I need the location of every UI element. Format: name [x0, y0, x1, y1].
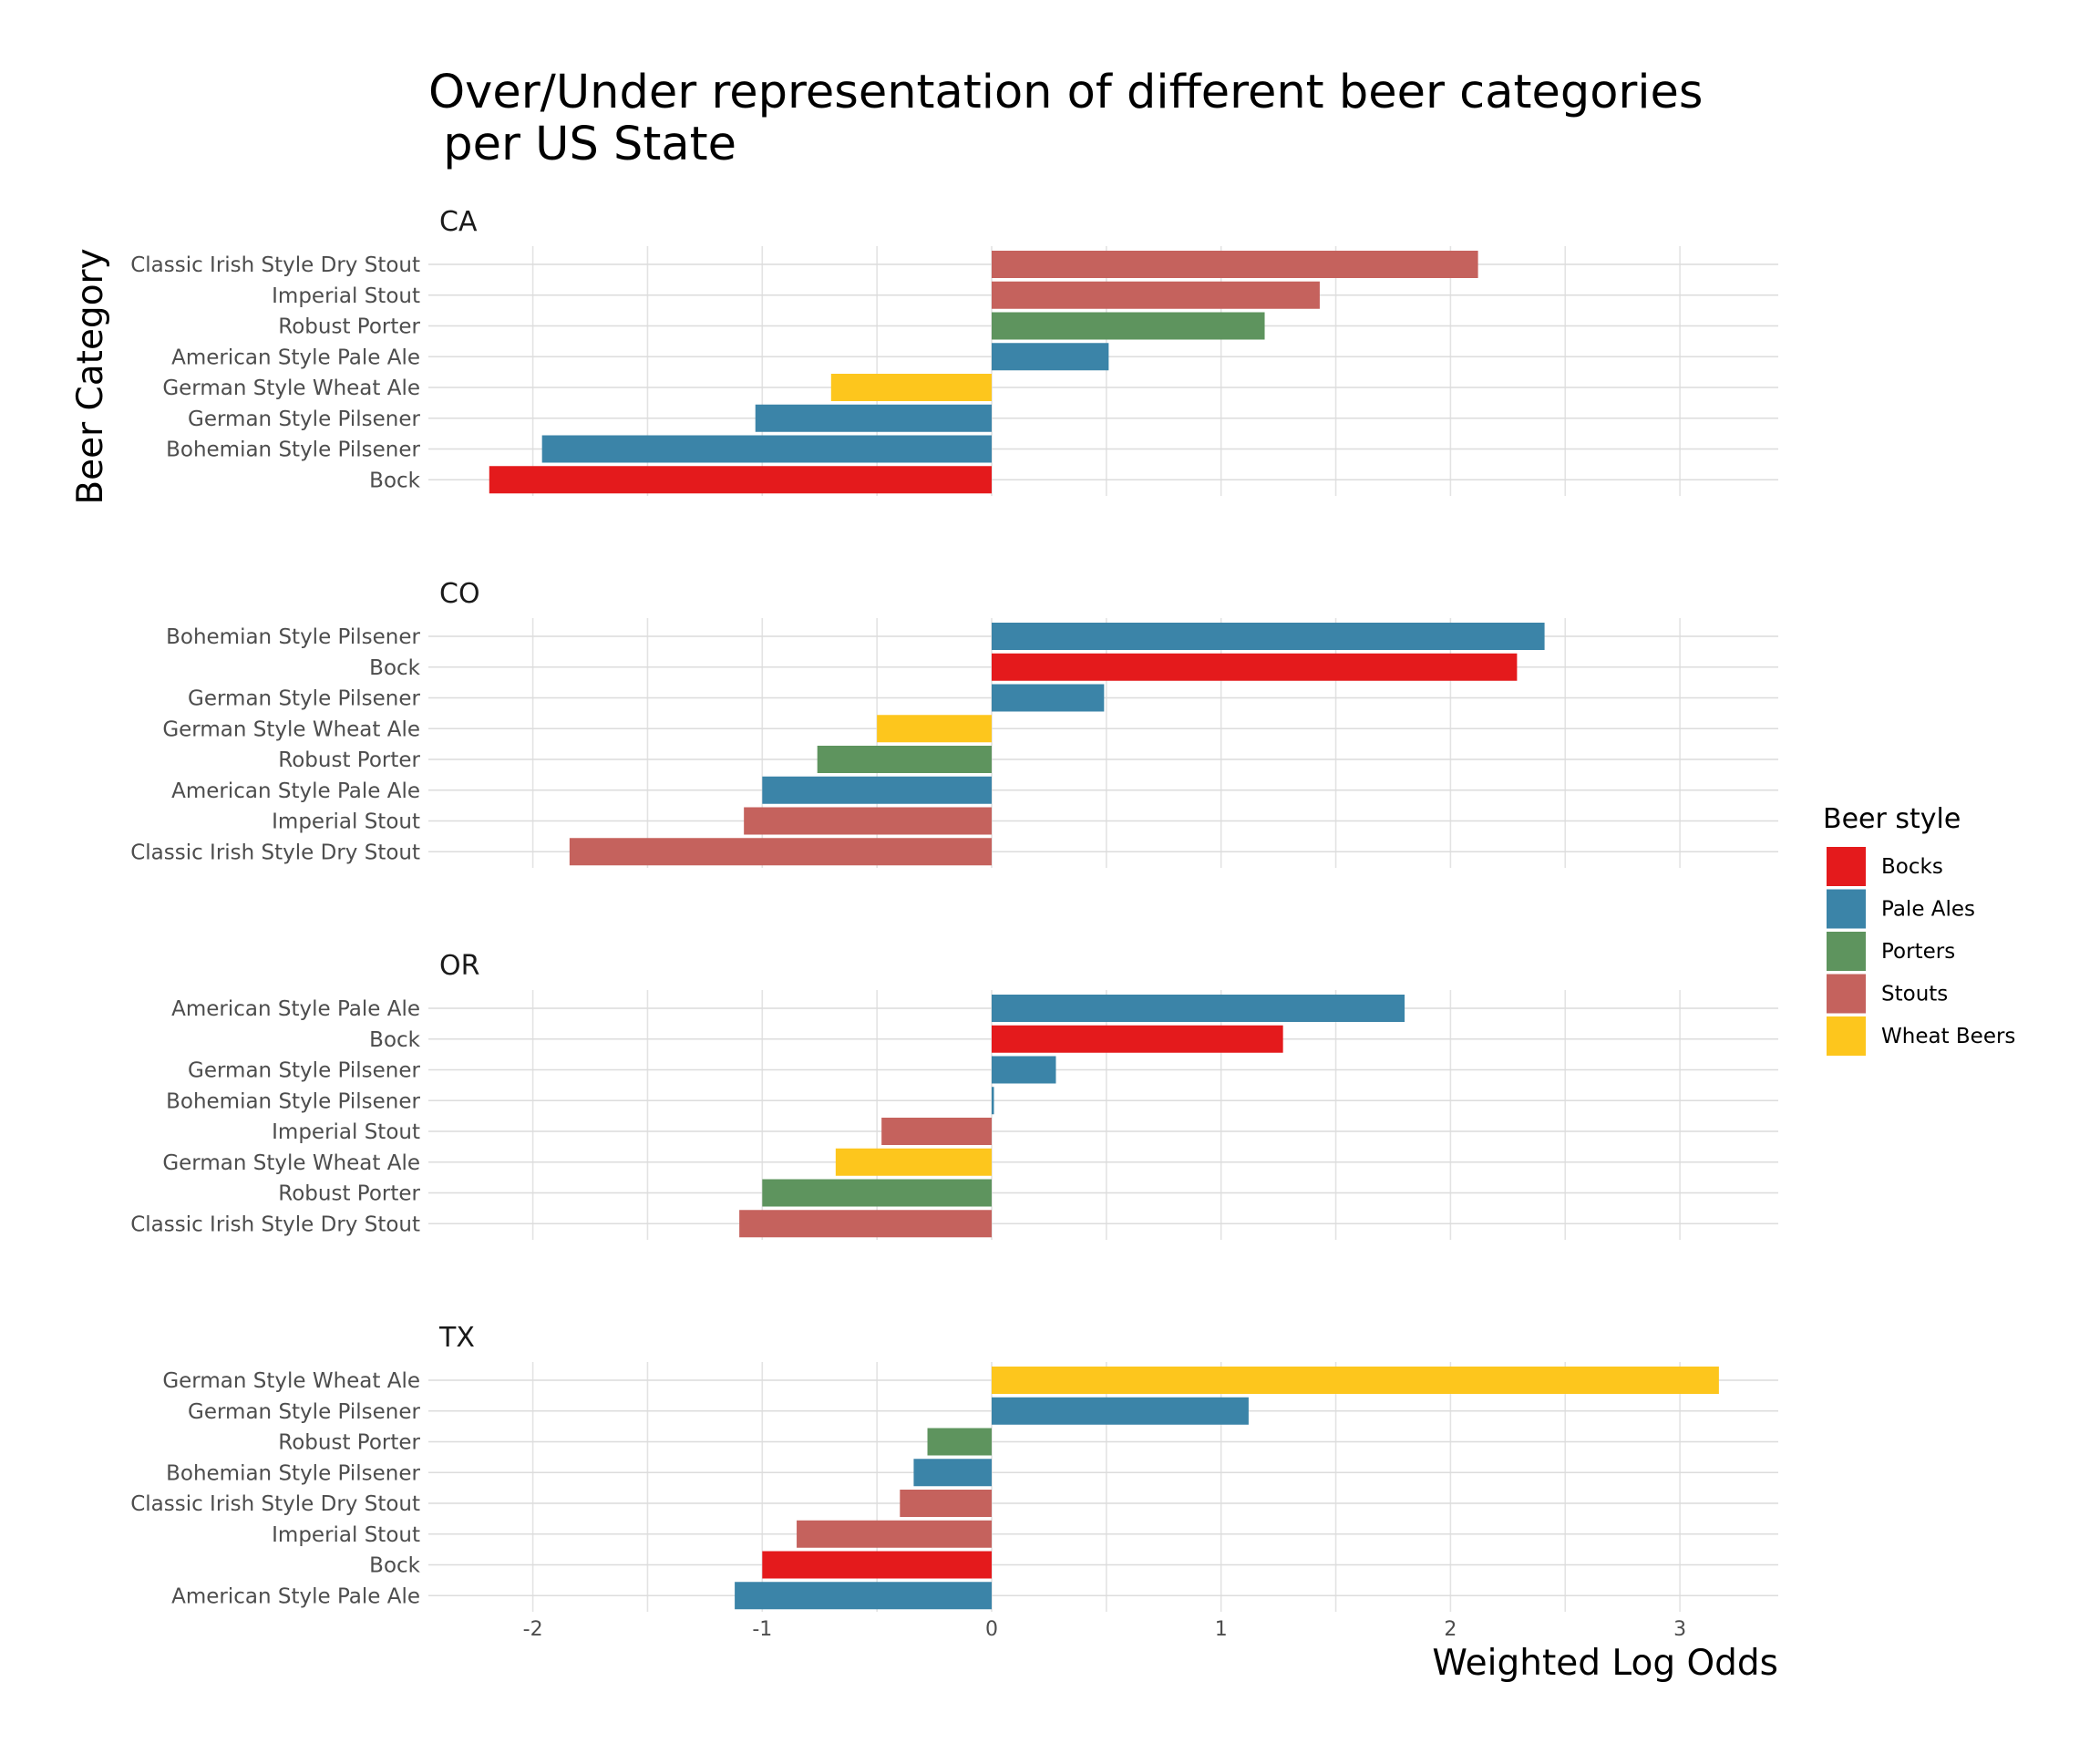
category-label: German Style Wheat Ale	[162, 1151, 420, 1175]
category-label: American Style Pale Ale	[171, 779, 420, 803]
bar	[992, 312, 1265, 340]
category-label: Bohemian Style Pilsener	[166, 1089, 420, 1113]
category-label: American Style Pale Ale	[171, 997, 420, 1021]
panel-label: CA	[439, 206, 478, 238]
category-label: German Style Pilsener	[188, 687, 420, 711]
bar	[762, 1551, 992, 1579]
bar	[992, 343, 1109, 371]
category-label: Imperial Stout	[272, 1523, 420, 1547]
x-tick-label: 1	[1215, 1618, 1228, 1641]
bar	[900, 1490, 992, 1517]
category-label: Imperial Stout	[272, 1120, 420, 1144]
bar	[992, 1087, 994, 1115]
bar	[744, 807, 992, 835]
bar	[489, 466, 992, 494]
bar	[992, 251, 1478, 278]
bar	[755, 404, 992, 432]
bar	[992, 1367, 1719, 1394]
category-label: German Style Pilsener	[188, 1059, 420, 1083]
bar	[992, 1025, 1283, 1053]
bar	[992, 281, 1320, 309]
bar	[992, 995, 1405, 1022]
category-label: American Style Pale Ale	[171, 346, 420, 369]
panels-group: CA Classic Irish Style Dry Stout Imperial …	[130, 206, 1778, 1612]
bar	[992, 623, 1545, 650]
bar	[817, 746, 992, 773]
panel-ca: CA Classic Irish Style Dry Stout Imperial …	[130, 206, 1778, 496]
bar	[835, 1148, 992, 1176]
bar	[927, 1428, 992, 1456]
x-tick-label: 2	[1444, 1618, 1457, 1641]
category-label: American Style Pale Ale	[171, 1584, 420, 1608]
bar	[569, 838, 992, 866]
legend-swatch	[1827, 847, 1866, 886]
category-label: Bock	[369, 469, 420, 492]
category-label: Robust Porter	[278, 1182, 420, 1206]
panel-label: CO	[439, 578, 480, 610]
category-label: Bock	[369, 1554, 420, 1578]
category-label: Imperial Stout	[272, 284, 420, 308]
x-tick-label: -2	[523, 1618, 543, 1641]
bar	[735, 1582, 992, 1610]
x-tick-label: 0	[985, 1618, 998, 1641]
category-label: Robust Porter	[278, 315, 420, 339]
panel-label: OR	[439, 950, 479, 982]
legend-swatch	[1827, 974, 1866, 1014]
panel-or: OR American Style Pale Ale Bock German Styl…	[130, 950, 1778, 1240]
bar	[877, 715, 992, 743]
category-label: German Style Wheat Ale	[162, 1369, 420, 1393]
x-tick-label: 3	[1673, 1618, 1686, 1641]
category-label: Classic Irish Style Dry Stout	[130, 1492, 420, 1516]
x-tick-label: -1	[752, 1618, 772, 1641]
category-label: Classic Irish Style Dry Stout	[130, 253, 420, 277]
legend-swatch	[1827, 1016, 1866, 1056]
bar	[992, 653, 1518, 681]
category-label: Robust Porter	[278, 748, 420, 772]
panel-label: TX	[438, 1322, 475, 1354]
bar	[992, 684, 1105, 712]
category-label: German Style Wheat Ale	[162, 717, 420, 741]
x-axis-title: Weighted Log Odds	[1432, 1643, 1778, 1684]
bar	[797, 1520, 992, 1548]
legend-swatch	[1827, 932, 1866, 971]
bar	[913, 1459, 992, 1487]
category-label: Bohemian Style Pilsener	[166, 625, 420, 649]
legend-label: Pale Ales	[1881, 898, 1975, 922]
bar	[992, 1056, 1056, 1084]
category-label: Bohemian Style Pilsener	[166, 1461, 420, 1485]
legend-label: Bocks	[1881, 855, 1943, 879]
panel-co: CO Bohemian Style Pilsener Bock German Styl…	[130, 578, 1778, 868]
bar	[541, 435, 992, 463]
category-label: German Style Wheat Ale	[162, 377, 420, 400]
category-label: German Style Pilsener	[188, 1400, 420, 1424]
bar	[830, 374, 992, 401]
category-label: German Style Pilsener	[188, 408, 420, 431]
bar	[739, 1210, 992, 1238]
category-label: Bohemian Style Pilsener	[166, 438, 420, 462]
panel-tx: TX German Style Wheat Ale German Style Pil…	[130, 1322, 1778, 1612]
legend-title: Beer style	[1823, 803, 1961, 835]
chart-title-line-2: per US State	[428, 118, 736, 171]
category-label: Classic Irish Style Dry Stout	[130, 841, 420, 864]
legend-label: Stouts	[1881, 983, 1948, 1006]
category-label: Robust Porter	[278, 1431, 420, 1455]
legend-label: Porters	[1881, 940, 1955, 964]
bar	[992, 1397, 1249, 1425]
bar	[881, 1118, 992, 1145]
chart-title-line-1: Over/Under representation of different b…	[428, 66, 1704, 119]
category-label: Imperial Stout	[272, 810, 420, 834]
legend-swatch	[1827, 889, 1866, 929]
legend-label: Wheat Beers	[1881, 1025, 2015, 1048]
bar	[762, 776, 992, 804]
bar	[762, 1179, 992, 1207]
category-label: Bock	[369, 656, 420, 680]
x-tick-labels: -2 -1 0 1 2 3	[523, 1618, 1686, 1641]
category-label: Bock	[369, 1028, 420, 1052]
y-axis-title: Beer Category	[70, 248, 111, 504]
category-label: Classic Irish Style Dry Stout	[130, 1212, 420, 1236]
legend: Beer style Bocks Pale Ales Porters Stouts Whe…	[1823, 803, 2015, 1056]
